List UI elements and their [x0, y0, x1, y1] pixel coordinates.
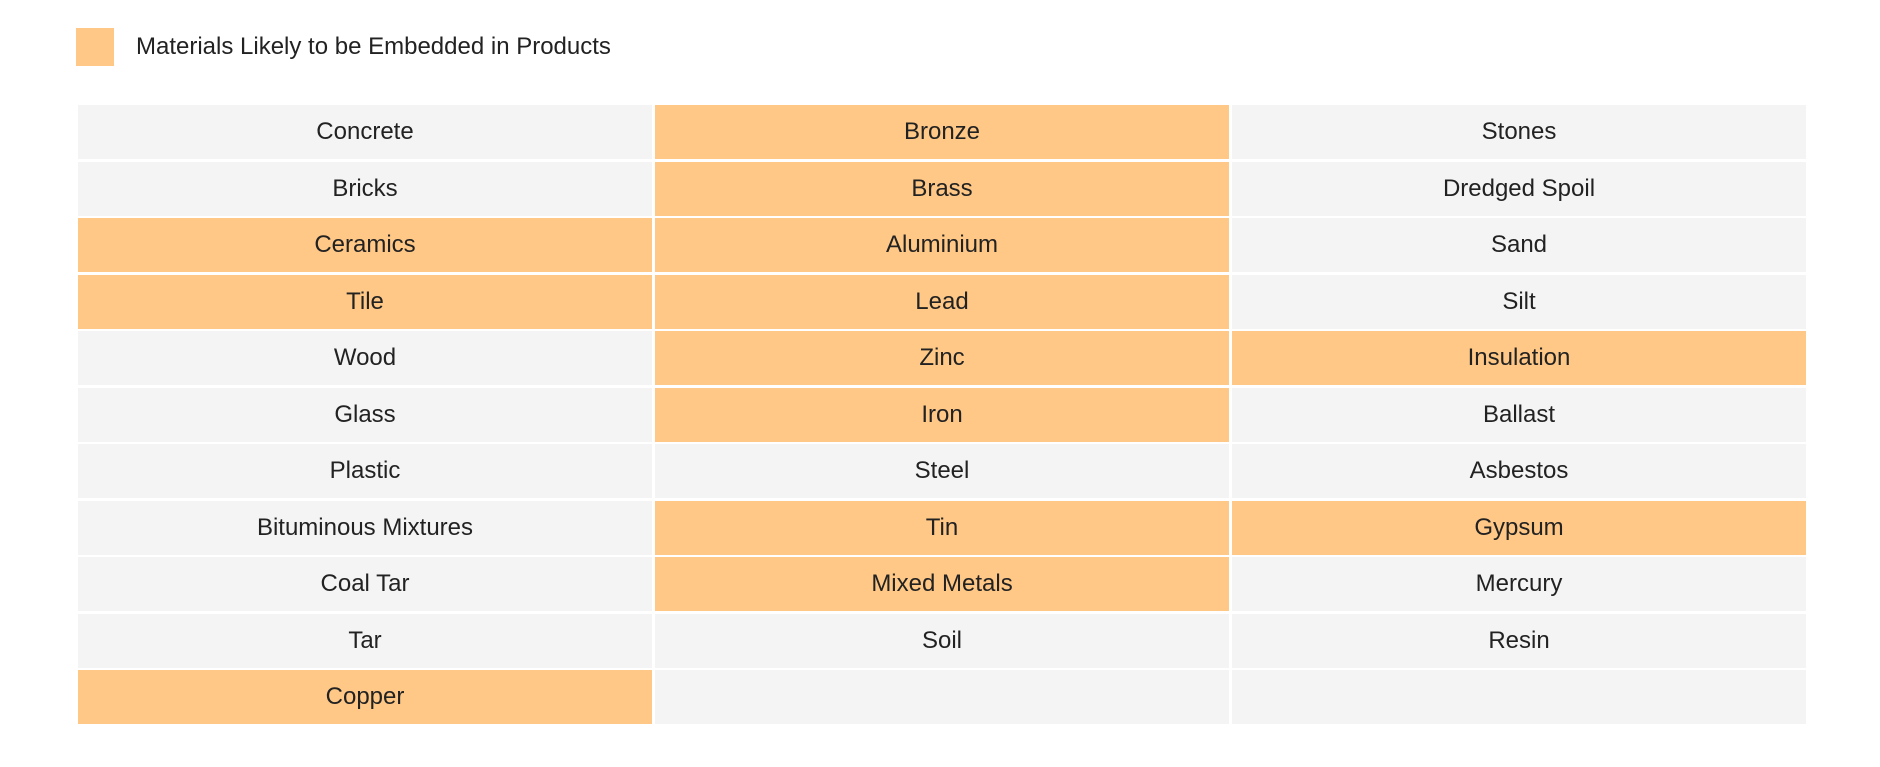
material-cell: Resin — [1232, 613, 1806, 668]
material-cell: Aluminium — [655, 218, 1229, 272]
material-cell: Iron — [655, 387, 1229, 442]
material-cell: Asbestos — [1232, 444, 1806, 498]
material-cell: Bricks — [78, 161, 652, 216]
material-cell: Tile — [78, 274, 652, 329]
material-cell: Soil — [655, 613, 1229, 668]
material-cell: Mixed Metals — [655, 557, 1229, 611]
material-cell: Brass — [655, 161, 1229, 216]
material-cell: Bituminous Mixtures — [78, 500, 652, 555]
material-cell: Stones — [1232, 105, 1806, 159]
material-cell: Coal Tar — [78, 557, 652, 611]
material-cell: Steel — [655, 444, 1229, 498]
material-cell: Dredged Spoil — [1232, 161, 1806, 216]
material-cell: Wood — [78, 331, 652, 385]
material-cell: Ceramics — [78, 218, 652, 272]
empty-cell — [655, 670, 1229, 724]
material-cell: Zinc — [655, 331, 1229, 385]
material-cell: Ballast — [1232, 387, 1806, 442]
legend: Materials Likely to be Embedded in Produ… — [76, 28, 611, 66]
material-cell: Plastic — [78, 444, 652, 498]
material-cell: Tar — [78, 613, 652, 668]
material-cell: Gypsum — [1232, 500, 1806, 555]
material-cell: Tin — [655, 500, 1229, 555]
material-cell: Concrete — [78, 105, 652, 159]
materials-table: Concrete Bronze Stones Bricks Brass Dredged S… — [78, 105, 1806, 724]
material-cell: Copper — [78, 670, 652, 724]
material-cell: Sand — [1232, 218, 1806, 272]
material-cell: Lead — [655, 274, 1229, 329]
material-cell: Silt — [1232, 274, 1806, 329]
material-cell: Glass — [78, 387, 652, 442]
empty-cell — [1232, 670, 1806, 724]
legend-swatch — [76, 28, 114, 66]
material-cell: Bronze — [655, 105, 1229, 159]
legend-label: Materials Likely to be Embedded in Produ… — [136, 33, 611, 60]
material-cell: Insulation — [1232, 331, 1806, 385]
material-cell: Mercury — [1232, 557, 1806, 611]
